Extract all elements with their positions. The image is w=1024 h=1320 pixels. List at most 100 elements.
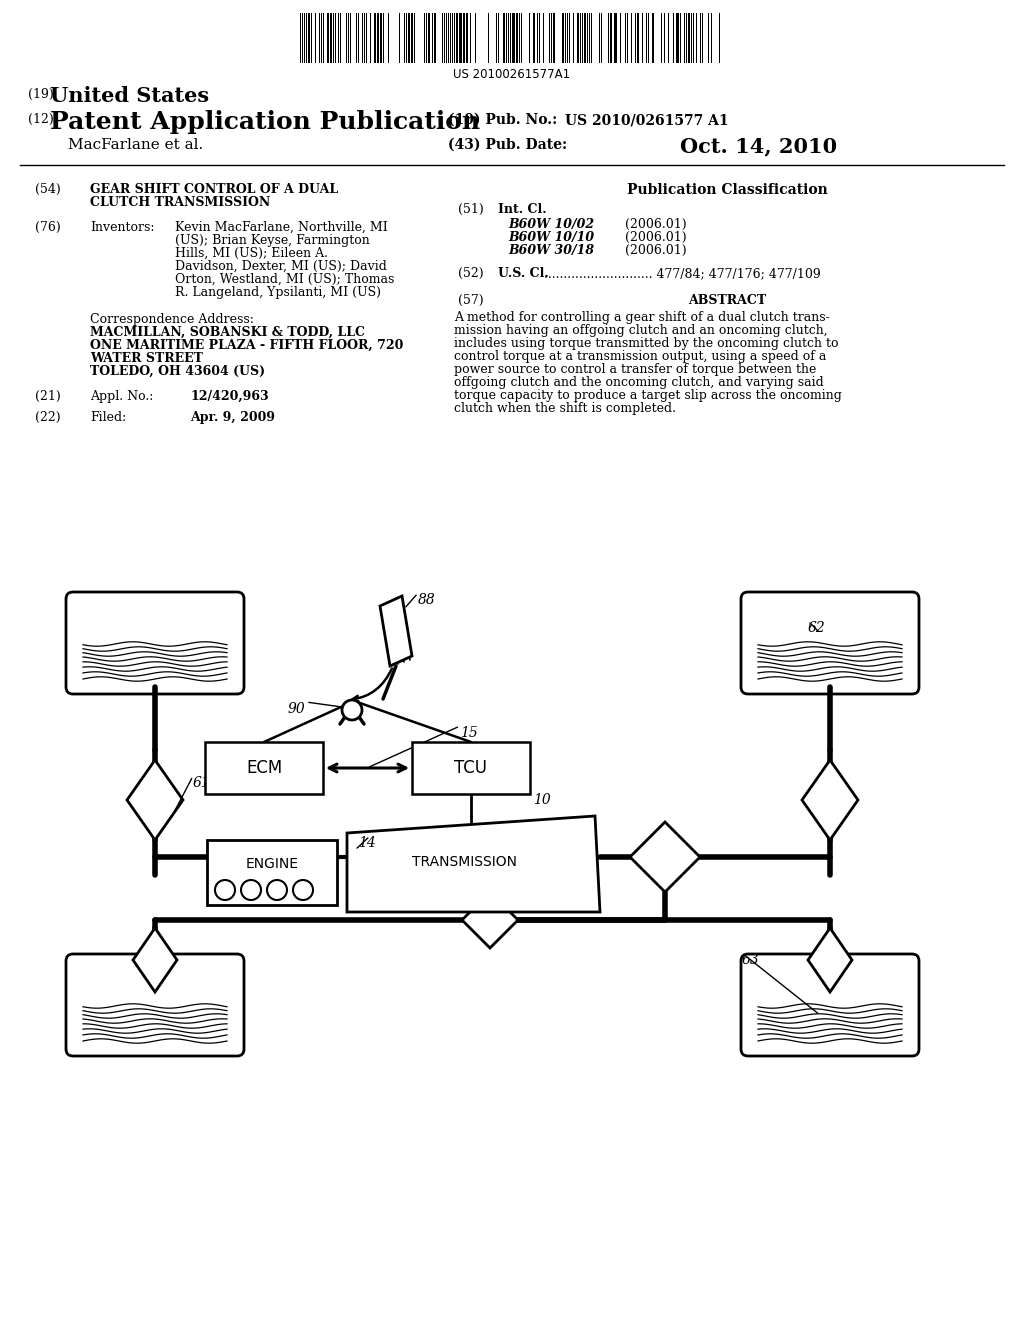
- Text: torque capacity to produce a target slip across the oncoming: torque capacity to produce a target slip…: [454, 389, 842, 403]
- Text: Patent Application Publication: Patent Application Publication: [50, 110, 480, 135]
- Bar: [412, 742, 530, 795]
- Polygon shape: [808, 928, 852, 993]
- Text: U.S. Cl.: U.S. Cl.: [498, 267, 549, 280]
- Bar: [676, 13, 679, 63]
- Text: Int. Cl.: Int. Cl.: [498, 203, 547, 216]
- Text: Kevin MacFarlane, Northville, MI: Kevin MacFarlane, Northville, MI: [175, 220, 388, 234]
- Text: clutch when the shift is completed.: clutch when the shift is completed.: [454, 403, 676, 414]
- Text: (2006.01): (2006.01): [625, 231, 687, 244]
- Text: includes using torque transmitted by the oncoming clutch to: includes using torque transmitted by the…: [454, 337, 839, 350]
- Bar: [553, 13, 555, 63]
- Text: 63: 63: [742, 953, 760, 968]
- Text: A method for controlling a gear shift of a dual clutch trans-: A method for controlling a gear shift of…: [454, 312, 829, 323]
- Polygon shape: [630, 822, 700, 892]
- Text: B60W 10/02: B60W 10/02: [508, 218, 594, 231]
- Circle shape: [342, 700, 362, 719]
- Polygon shape: [802, 760, 858, 840]
- Bar: [614, 13, 617, 63]
- Text: ONE MARITIME PLAZA - FIFTH FLOOR, 720: ONE MARITIME PLAZA - FIFTH FLOOR, 720: [90, 339, 403, 352]
- Text: ECM: ECM: [246, 759, 283, 777]
- Text: MacFarlane et al.: MacFarlane et al.: [68, 139, 203, 152]
- Bar: [459, 13, 462, 63]
- Text: B60W 10/10: B60W 10/10: [508, 231, 594, 244]
- Bar: [374, 13, 376, 63]
- Text: TOLEDO, OH 43604 (US): TOLEDO, OH 43604 (US): [90, 366, 265, 378]
- Text: control torque at a transmission output, using a speed of a: control torque at a transmission output,…: [454, 350, 826, 363]
- Bar: [637, 13, 639, 63]
- Text: (22): (22): [35, 411, 60, 424]
- Text: (21): (21): [35, 389, 60, 403]
- Text: TRANSMISSION: TRANSMISSION: [413, 855, 517, 869]
- Text: offgoing clutch and the oncoming clutch, and varying said: offgoing clutch and the oncoming clutch,…: [454, 376, 823, 389]
- Bar: [512, 13, 515, 63]
- Text: 88: 88: [418, 593, 436, 607]
- Bar: [408, 13, 410, 63]
- Text: Orton, Westland, MI (US); Thomas: Orton, Westland, MI (US); Thomas: [175, 273, 394, 286]
- Bar: [456, 13, 458, 63]
- Text: (19): (19): [28, 88, 53, 102]
- Text: (52): (52): [458, 267, 483, 280]
- Text: US 2010/0261577 A1: US 2010/0261577 A1: [565, 114, 729, 127]
- Polygon shape: [133, 928, 177, 993]
- Bar: [377, 13, 379, 63]
- FancyBboxPatch shape: [66, 591, 244, 694]
- Text: (43) Pub. Date:: (43) Pub. Date:: [449, 139, 567, 152]
- Bar: [308, 13, 310, 63]
- Text: (57): (57): [458, 294, 483, 308]
- Text: Davidson, Dexter, MI (US); David: Davidson, Dexter, MI (US); David: [175, 260, 387, 273]
- Text: GEAR SHIFT CONTROL OF A DUAL: GEAR SHIFT CONTROL OF A DUAL: [90, 183, 338, 195]
- Text: Hills, MI (US); Eileen A.: Hills, MI (US); Eileen A.: [175, 247, 328, 260]
- Bar: [577, 13, 579, 63]
- Text: ............................ 477/84; 477/176; 477/109: ............................ 477/84; 477…: [540, 267, 821, 280]
- Text: Appl. No.:: Appl. No.:: [90, 389, 154, 403]
- Text: 12/420,963: 12/420,963: [190, 389, 268, 403]
- Polygon shape: [462, 892, 518, 948]
- Text: ENGINE: ENGINE: [246, 857, 299, 871]
- Text: (76): (76): [35, 220, 60, 234]
- Bar: [688, 13, 690, 63]
- Text: Correspondence Address:: Correspondence Address:: [90, 313, 254, 326]
- Bar: [652, 13, 654, 63]
- Text: Filed:: Filed:: [90, 411, 126, 424]
- Text: (2006.01): (2006.01): [625, 218, 687, 231]
- Bar: [463, 13, 465, 63]
- FancyBboxPatch shape: [741, 954, 919, 1056]
- Circle shape: [293, 880, 313, 900]
- Text: B60W 30/18: B60W 30/18: [508, 244, 594, 257]
- Text: MACMILLAN, SOBANSKI & TODD, LLC: MACMILLAN, SOBANSKI & TODD, LLC: [90, 326, 365, 339]
- Text: WATER STREET: WATER STREET: [90, 352, 203, 366]
- Text: (10) Pub. No.:: (10) Pub. No.:: [449, 114, 557, 127]
- Text: (54): (54): [35, 183, 60, 195]
- Text: 61: 61: [193, 776, 211, 789]
- Circle shape: [241, 880, 261, 900]
- Text: power source to control a transfer of torque between the: power source to control a transfer of to…: [454, 363, 816, 376]
- Bar: [380, 13, 382, 63]
- Text: US 20100261577A1: US 20100261577A1: [454, 69, 570, 81]
- Text: Oct. 14, 2010: Oct. 14, 2010: [680, 136, 838, 156]
- Bar: [330, 13, 332, 63]
- Text: (12): (12): [28, 114, 53, 125]
- Bar: [503, 13, 505, 63]
- Text: 90: 90: [288, 702, 306, 715]
- Bar: [610, 13, 612, 63]
- Text: (51): (51): [458, 203, 483, 216]
- Text: 10: 10: [534, 793, 551, 807]
- Circle shape: [215, 880, 234, 900]
- Text: ABSTRACT: ABSTRACT: [688, 294, 766, 308]
- Text: 15: 15: [460, 726, 478, 741]
- Text: R. Langeland, Ypsilanti, MI (US): R. Langeland, Ypsilanti, MI (US): [175, 286, 381, 300]
- Circle shape: [267, 880, 287, 900]
- Text: Publication Classification: Publication Classification: [627, 183, 827, 197]
- Text: Inventors:: Inventors:: [90, 220, 155, 234]
- Bar: [434, 13, 436, 63]
- Bar: [584, 13, 586, 63]
- Text: CLUTCH TRANSMISSION: CLUTCH TRANSMISSION: [90, 195, 270, 209]
- Text: United States: United States: [50, 86, 209, 106]
- Polygon shape: [127, 760, 183, 840]
- Text: Apr. 9, 2009: Apr. 9, 2009: [190, 411, 275, 424]
- Bar: [428, 13, 430, 63]
- Text: 62: 62: [808, 620, 825, 635]
- Polygon shape: [380, 597, 412, 667]
- Bar: [466, 13, 468, 63]
- FancyBboxPatch shape: [66, 954, 244, 1056]
